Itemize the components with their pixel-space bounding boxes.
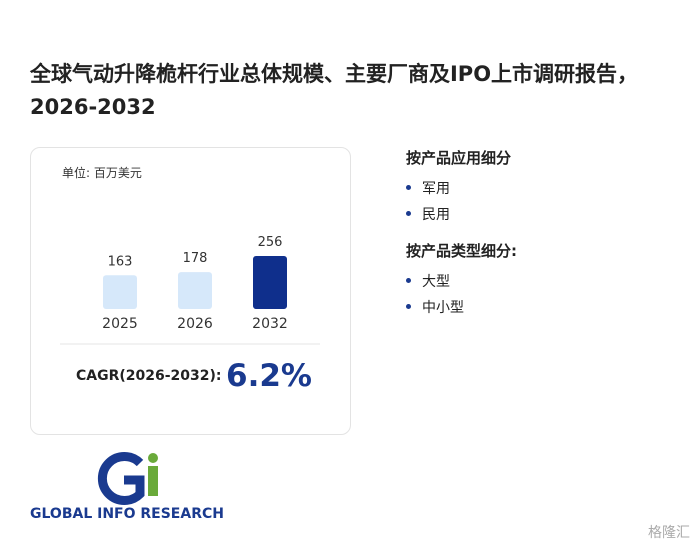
segments: 按产品应用细分 军用民用按产品类型细分: 大型中小型 [406, 147, 517, 333]
value-label: 256 [258, 235, 283, 250]
segment-group: 按产品类型细分: 大型中小型 [406, 240, 517, 317]
segment-heading: 按产品类型细分: [406, 242, 517, 260]
summary-card [30, 147, 351, 435]
segment-item: 中小型 [406, 297, 517, 317]
segment-item: 军用 [406, 178, 517, 198]
source-mark: 格隆汇 [648, 525, 690, 541]
segment-item: 民用 [406, 204, 517, 224]
segment-group: 按产品应用细分 军用民用 [406, 147, 517, 224]
bar [103, 275, 137, 309]
category-label: 2025 [102, 316, 138, 332]
report-title: 全球气动升降桅杆行业总体规模、主要厂商及IPO上市调研报告，2026-2032 [30, 62, 639, 119]
value-label: 163 [108, 254, 133, 269]
segment-heading: 按产品应用细分 [406, 149, 512, 167]
category-label: 2026 [177, 316, 213, 332]
unit-label: 单位: 百万美元 [62, 166, 142, 180]
logo-text: GLOBAL INFO RESEARCH [30, 506, 224, 522]
segment-item: 大型 [406, 271, 517, 291]
bar [178, 272, 212, 309]
logo-mark [97, 452, 158, 505]
category-label: 2032 [252, 316, 288, 332]
cagr-value: 6.2% [226, 358, 312, 394]
bar [253, 256, 287, 309]
cagr-label: CAGR(2026-2032): [76, 368, 222, 384]
value-label: 178 [183, 251, 208, 266]
